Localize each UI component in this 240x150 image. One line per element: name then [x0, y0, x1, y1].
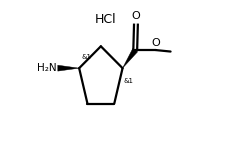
Text: H₂N: H₂N	[37, 63, 57, 73]
Polygon shape	[58, 65, 79, 71]
Text: HCl: HCl	[95, 13, 116, 26]
Text: O: O	[132, 11, 140, 21]
Text: &1: &1	[81, 54, 91, 60]
Text: O: O	[151, 38, 160, 48]
Text: &1: &1	[124, 78, 134, 84]
Polygon shape	[123, 48, 138, 68]
